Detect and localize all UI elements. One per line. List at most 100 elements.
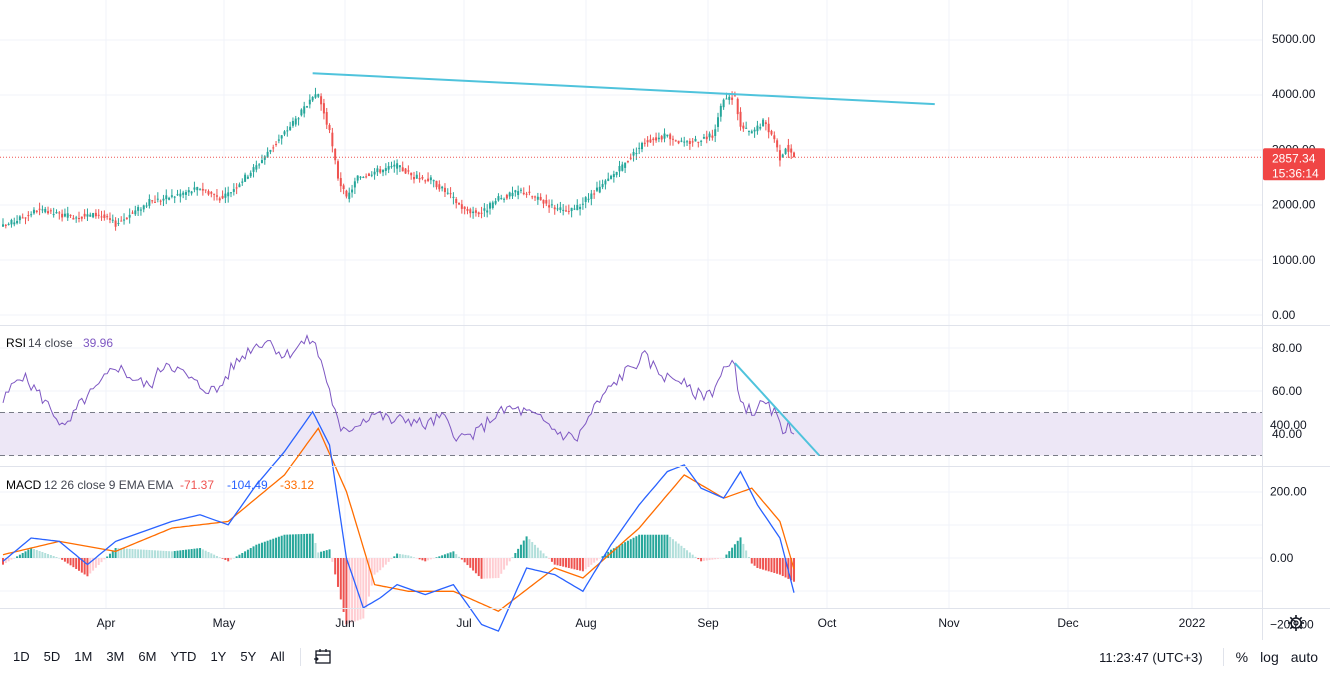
candle-214 — [604, 179, 607, 190]
percent-scale-toggle[interactable]: % — [1235, 649, 1249, 665]
gear-icon[interactable] — [1288, 615, 1304, 631]
macd-histogram-bar-167 — [472, 558, 475, 571]
candle-193 — [545, 194, 548, 207]
candle-185 — [522, 187, 525, 196]
macd-histogram-bar-136 — [384, 558, 387, 565]
macd-histogram-bar-46 — [131, 549, 134, 558]
candle-body — [154, 201, 157, 203]
log-scale-toggle[interactable]: log — [1260, 649, 1279, 665]
macd-histogram-bar-260 — [733, 544, 736, 558]
range-6m-button[interactable]: 6M — [138, 649, 157, 664]
candle-100 — [283, 130, 286, 137]
candle-body — [787, 144, 790, 152]
candle-163 — [460, 199, 463, 214]
macd-histogram-bar-119 — [336, 558, 339, 587]
macd-pane[interactable] — [2, 410, 796, 632]
macd-histogram-bar-30 — [86, 558, 89, 577]
candle-body — [528, 191, 531, 193]
candle-body — [72, 217, 75, 220]
candle-195 — [550, 199, 553, 209]
macd-histogram-bar-9 — [27, 549, 30, 558]
macd-histogram-bar-21 — [61, 558, 64, 560]
candle-body — [120, 220, 123, 222]
rsi-pane[interactable] — [2, 333, 821, 457]
candle-11 — [32, 207, 35, 215]
candle-175 — [494, 198, 497, 206]
candle-body — [514, 190, 517, 193]
candle-body — [604, 180, 607, 185]
candle-261 — [736, 97, 739, 121]
candle-body — [156, 198, 159, 200]
rsi-legend[interactable]: RSI 14 close 39.96 — [6, 336, 113, 350]
candle-144 — [407, 165, 410, 175]
calendar-range-icon[interactable] — [313, 648, 333, 666]
chart-canvas[interactable]: 5000.004000.003000.002000.001000.000.008… — [0, 0, 1330, 640]
macd-histogram-bar-45 — [128, 548, 131, 558]
macd-histogram-bar-156 — [441, 555, 444, 558]
macd-histogram-bar-74 — [210, 553, 213, 558]
candle-21 — [61, 209, 64, 222]
price-tick-label: 1000.00 — [1272, 253, 1316, 267]
candle-body — [249, 172, 252, 177]
price-axis[interactable]: 5000.004000.003000.002000.001000.000.008… — [1270, 32, 1316, 632]
macd-histogram-bar-57 — [162, 550, 165, 558]
timezone-clock[interactable]: 11:23:47 (UTC+3) — [1099, 649, 1203, 665]
candle-body — [241, 181, 244, 183]
macd-histogram-bar-144 — [407, 555, 410, 558]
range-1d-button[interactable]: 1D — [13, 649, 30, 664]
rsi-legend-name: RSI — [6, 336, 26, 350]
candle-body — [266, 151, 269, 158]
range-ytd-button[interactable]: YTD — [170, 649, 197, 664]
macd-histogram-bar-135 — [382, 558, 385, 568]
candle-body — [641, 143, 644, 150]
range-all-button[interactable]: All — [270, 649, 285, 664]
macd-tick-label: 400.00 — [1270, 418, 1307, 432]
macd-histogram-bar-143 — [404, 554, 407, 558]
range-3m-button[interactable]: 3M — [106, 649, 125, 664]
candle-248 — [700, 139, 703, 146]
candle-body — [719, 105, 722, 117]
candle-71 — [201, 182, 204, 196]
candle-83 — [235, 183, 238, 195]
candle-body — [610, 175, 613, 179]
macd-histogram-bar-103 — [291, 534, 294, 558]
candle-body — [235, 187, 238, 189]
price-pane[interactable] — [0, 72, 1262, 231]
auto-scale-toggle[interactable]: auto — [1290, 649, 1318, 665]
macd-histogram-bar-221 — [624, 542, 627, 558]
candle-231 — [652, 137, 655, 146]
candle-body — [452, 196, 455, 198]
macd-legend[interactable]: MACD 12 26 close 9 EMA EMA -71.37 -104.4… — [6, 478, 314, 492]
candle-body — [407, 170, 410, 172]
rsi-line — [2, 333, 795, 443]
candle-body — [793, 152, 796, 158]
candle-body — [443, 187, 446, 193]
macd-histogram-bar-184 — [519, 544, 522, 558]
candle-245 — [691, 137, 694, 147]
macd-histogram-bar-174 — [491, 558, 494, 579]
candle-252 — [711, 129, 714, 141]
range-1m-button[interactable]: 1M — [74, 649, 93, 664]
candle-76 — [215, 189, 218, 201]
macd-histogram-bar-142 — [401, 554, 404, 558]
time-axis[interactable]: Apr May Jun Jul Aug Sep Oct Nov Dec 2022 — [97, 616, 1206, 630]
candle-28 — [80, 216, 83, 222]
candle-body — [773, 135, 776, 140]
candle-211 — [595, 181, 598, 193]
range-5y-button[interactable]: 5Y — [240, 649, 257, 664]
range-1y-button[interactable]: 1Y — [210, 649, 227, 664]
range-5d-button[interactable]: 5D — [43, 649, 61, 664]
macd-histogram-bar-124 — [351, 558, 354, 623]
range-selector: 1D 5D 1M 3M 6M YTD 1Y 5Y All — [0, 640, 333, 674]
macd-histogram-bar-233 — [657, 534, 660, 558]
candle-body — [300, 109, 303, 116]
candle-191 — [539, 193, 542, 201]
candle-body — [63, 213, 66, 217]
macd-histogram-bar-230 — [649, 534, 652, 558]
candle-17 — [49, 208, 52, 215]
pane-separators[interactable] — [0, 0, 1330, 640]
macd-histogram-bar-164 — [463, 558, 466, 563]
macd-histogram-bar-211 — [595, 558, 598, 561]
rsi-tick-label: 60.00 — [1272, 384, 1302, 398]
candle-body — [460, 204, 463, 209]
